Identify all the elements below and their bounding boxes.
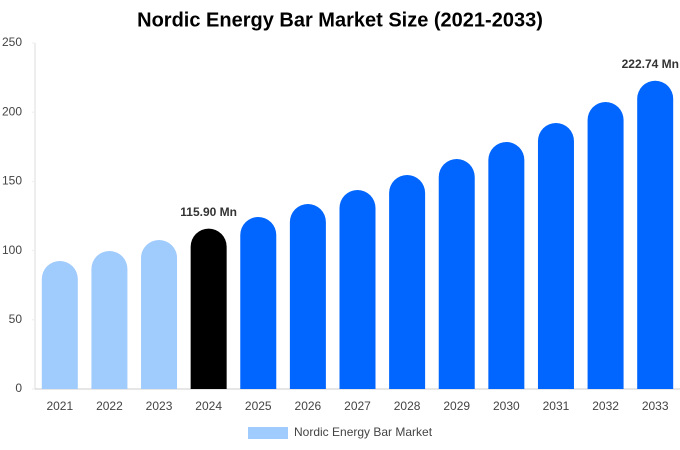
bar — [637, 80, 674, 389]
x-tick-label: 2029 — [443, 399, 470, 413]
bar — [438, 158, 475, 389]
x-tick-label: 2025 — [245, 399, 272, 413]
bar — [91, 251, 128, 389]
bar — [537, 122, 574, 390]
legend-swatch — [248, 427, 288, 439]
bar — [190, 228, 227, 389]
bar — [339, 189, 376, 389]
bar — [41, 260, 78, 389]
x-tick-label: 2023 — [146, 399, 173, 413]
bar — [488, 141, 525, 389]
x-tick-label: 2021 — [46, 399, 73, 413]
x-tick-label: 2027 — [344, 399, 371, 413]
chart-title: Nordic Energy Bar Market Size (2021-2033… — [137, 9, 543, 31]
y-tick-label: 50 — [9, 312, 23, 326]
y-tick-label: 200 — [2, 104, 22, 118]
legend-label: Nordic Energy Bar Market — [294, 425, 433, 439]
x-tick-label: 2030 — [493, 399, 520, 413]
x-tick-label: 2028 — [394, 399, 421, 413]
data-label: 115.90 Mn — [180, 205, 237, 219]
x-tick-label: 2031 — [543, 399, 570, 413]
y-tick-label: 250 — [2, 35, 22, 49]
data-label: 222.74 Mn — [622, 57, 679, 71]
x-tick-label: 2032 — [592, 399, 619, 413]
bar — [240, 216, 277, 389]
x-tick-label: 2022 — [96, 399, 123, 413]
y-tick-label: 150 — [2, 174, 22, 188]
bar — [587, 101, 624, 389]
x-tick-label: 2033 — [642, 399, 669, 413]
bar — [289, 203, 326, 389]
y-tick-label: 0 — [15, 381, 22, 395]
bar — [389, 175, 426, 389]
x-tick-label: 2026 — [295, 399, 322, 413]
y-tick-label: 100 — [2, 243, 22, 257]
x-tick-label: 2024 — [195, 399, 222, 413]
bar — [141, 239, 178, 389]
